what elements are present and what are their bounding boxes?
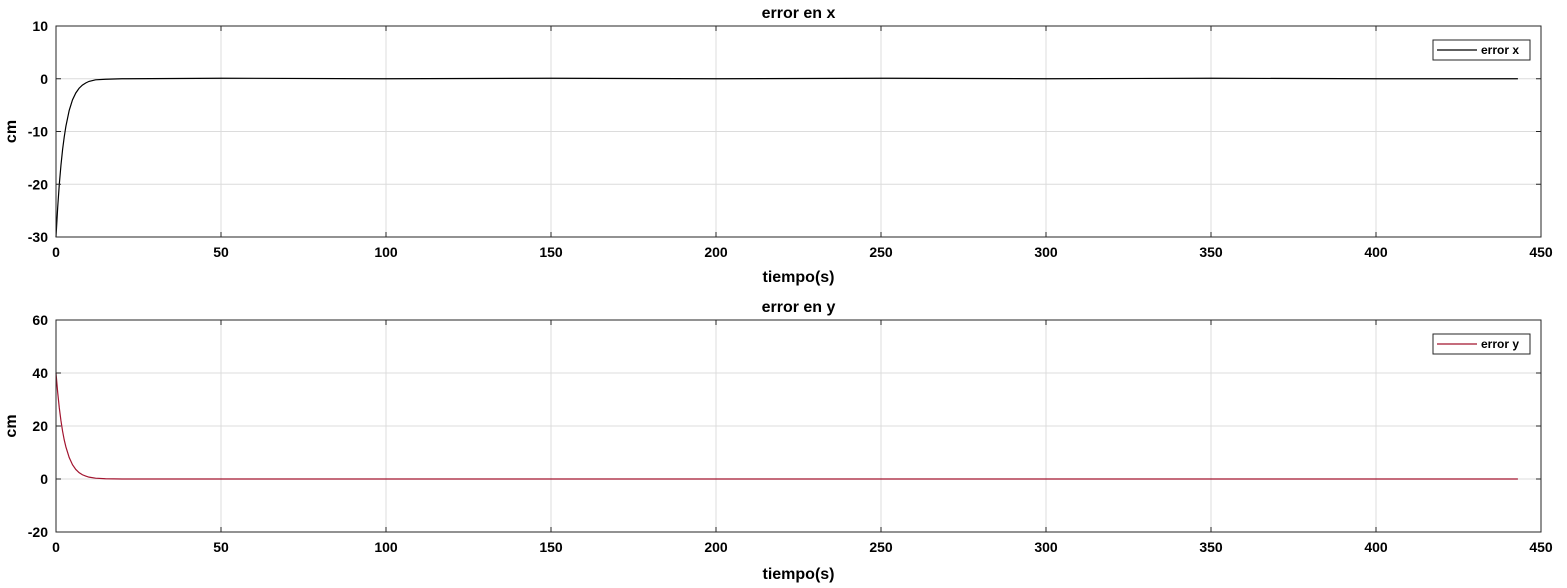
x-tick-label: 450 — [1529, 244, 1553, 260]
x-tick-label: 50 — [213, 244, 229, 260]
x-tick-label: 200 — [704, 539, 728, 555]
legend-label: error x — [1481, 43, 1519, 57]
x-tick-label: 100 — [374, 539, 398, 555]
y-tick-label: -20 — [28, 524, 48, 540]
legend-label: error y — [1481, 337, 1519, 351]
series-line-error-x — [55, 77, 1518, 238]
x-tick-label: 100 — [374, 244, 398, 260]
x-tick-label: 400 — [1364, 244, 1388, 260]
legend: error y — [1432, 333, 1531, 355]
x-tick-label: 350 — [1199, 244, 1223, 260]
x-tick-label: 300 — [1034, 244, 1058, 260]
legend: error x — [1432, 39, 1531, 61]
x-tick-label: 0 — [52, 244, 60, 260]
x-tick-label: 400 — [1364, 539, 1388, 555]
y-tick-label: -10 — [28, 124, 48, 140]
y-tick-label: 20 — [32, 418, 48, 434]
y-tick-label: -30 — [28, 229, 48, 245]
y-tick-label: 40 — [32, 365, 48, 381]
x-tick-label: 150 — [539, 539, 563, 555]
y-tick-label: -20 — [28, 176, 48, 192]
chart-title: error en x — [762, 5, 836, 22]
subplot-2: 0 50 100 150 200 250 300 350 400 450-200204060err… — [3, 299, 1553, 583]
x-tick-label: 0 — [52, 539, 60, 555]
x-tick-label: 250 — [869, 539, 893, 555]
x-axis-label: tiempo(s) — [763, 269, 835, 286]
chart-title: error en y — [762, 299, 836, 316]
series-line-error-y — [55, 372, 1518, 480]
y-tick-label: 0 — [40, 71, 48, 87]
y-axis-label: cm — [3, 120, 20, 143]
legend-box — [1432, 333, 1531, 355]
x-tick-label: 450 — [1529, 539, 1553, 555]
x-tick-label: 350 — [1199, 539, 1223, 555]
x-tick-label: 200 — [704, 244, 728, 260]
y-tick-label: 10 — [32, 18, 48, 34]
x-tick-label: 150 — [539, 244, 563, 260]
subplot-1: 0 50 100 150 200 250 300 350 400 450 -30 -20 -10 0 10 e… — [3, 5, 1553, 286]
x-tick-label: 50 — [213, 539, 229, 555]
x-axis-label: tiempo(s) — [763, 566, 835, 583]
legend-box — [1432, 39, 1531, 61]
y-tick-label: 60 — [32, 312, 48, 328]
y-tick-label: 0 — [40, 471, 48, 487]
x-tick-label: 250 — [869, 244, 893, 260]
x-tick-label: 300 — [1034, 539, 1058, 555]
y-axis-label: cm — [3, 414, 20, 437]
